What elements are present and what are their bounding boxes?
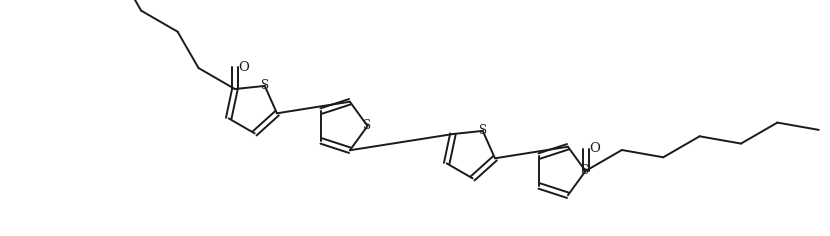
Text: S: S — [364, 119, 372, 132]
Text: O: O — [238, 61, 249, 74]
Text: O: O — [589, 143, 600, 156]
Text: S: S — [582, 164, 589, 177]
Text: S: S — [261, 79, 269, 93]
Text: S: S — [479, 124, 487, 137]
